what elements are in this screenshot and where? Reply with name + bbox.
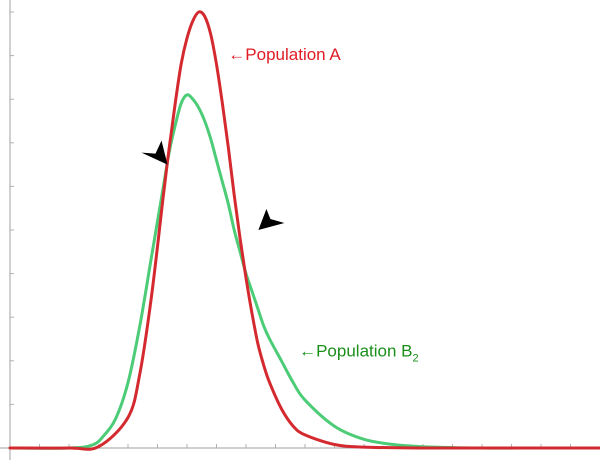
series-line-population-b-2: [8, 93, 600, 450]
series-lines: [8, 10, 600, 451]
arrowhead-marker-2: [258, 209, 285, 230]
series-line-population-a: [8, 10, 600, 451]
annotation-label-1: ←Population A: [228, 45, 341, 64]
arrowhead-marker-1: [141, 140, 168, 165]
arrow-markers: [141, 140, 285, 230]
annotations: ←Population A ←Population B2: [228, 45, 418, 364]
annotation-label-2: ←Population B2: [299, 341, 419, 364]
